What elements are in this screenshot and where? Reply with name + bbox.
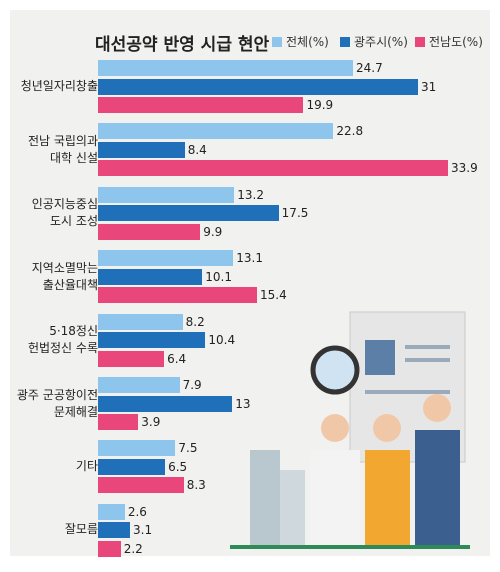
value-label: 2.6 — [127, 504, 147, 519]
bar — [98, 414, 139, 430]
value-label: 13.2 — [237, 187, 264, 202]
legend-label: 전남도(%) — [429, 35, 483, 49]
category-label: 광주 군공항이전 문제해결 — [16, 387, 98, 419]
bar — [98, 250, 234, 267]
bar — [98, 287, 257, 304]
person-body — [310, 450, 360, 545]
value-label: 13 — [235, 396, 251, 411]
bar — [98, 141, 185, 158]
value-label: 10.1 — [205, 269, 232, 284]
ground — [230, 545, 470, 549]
bar — [98, 458, 166, 475]
value-label: 10.4 — [208, 333, 236, 348]
bar — [98, 540, 121, 557]
value-label: 3.9 — [141, 415, 161, 429]
value-label: 9.9 — [203, 224, 223, 239]
category-label: 인공지능중심 도시 조성 — [31, 197, 98, 229]
building — [250, 450, 280, 545]
legend-label: 광주시(%) — [354, 35, 408, 49]
building — [280, 470, 305, 545]
legend-swatch — [272, 37, 282, 47]
person-body — [415, 430, 460, 545]
legend-label: 전체(%) — [286, 35, 329, 49]
bar — [98, 186, 235, 203]
bar — [98, 332, 206, 349]
value-label: 3.1 — [133, 523, 153, 538]
person-body — [365, 450, 410, 545]
value-label: 13.1 — [236, 251, 263, 266]
value-label: 6.4 — [167, 351, 187, 366]
value-label: 24.7 — [356, 61, 383, 75]
bar — [98, 522, 130, 539]
value-label: 22.8 — [336, 124, 364, 139]
doc-line — [405, 358, 450, 362]
category-label: 5·18정신 헌법정신 수록 — [27, 324, 98, 356]
value-label: 19.9 — [306, 98, 334, 112]
category-label: 잘모름 — [64, 522, 98, 537]
value-label: 17.5 — [281, 206, 309, 221]
bar — [98, 78, 419, 95]
value-label: 7.9 — [182, 378, 202, 392]
photo — [365, 340, 395, 375]
category-label: 지역소멸막는 출산율대책 — [31, 260, 98, 292]
legend-swatch — [340, 37, 350, 47]
category-label: 전남 국립의과 대학 신설 — [27, 133, 98, 165]
illustration — [230, 311, 470, 549]
value-label: 8.2 — [185, 314, 205, 329]
bar — [98, 313, 183, 330]
bar — [98, 60, 353, 76]
bar — [98, 477, 184, 494]
person-head — [321, 414, 349, 442]
value-label: 33.9 — [451, 161, 478, 176]
value-label: 7.5 — [178, 441, 198, 456]
bar — [98, 503, 125, 520]
doc-line — [365, 390, 450, 394]
legend-swatch — [415, 37, 425, 47]
magnifier — [310, 345, 360, 395]
value-label: 15.4 — [259, 288, 287, 303]
category-label: 청년일자리창출 — [20, 78, 98, 93]
chart-title: 대선공약 반영 시급 현안 — [95, 35, 270, 55]
bar — [98, 97, 304, 113]
value-label: 8.4 — [187, 142, 207, 157]
bar — [98, 440, 176, 457]
person-head — [373, 414, 401, 442]
bar — [98, 350, 165, 367]
category-label: 기타 — [75, 458, 98, 473]
value-label: 2.2 — [123, 541, 143, 556]
bar — [98, 205, 279, 222]
value-label: 8.3 — [186, 478, 206, 493]
bar — [98, 268, 203, 285]
bar — [98, 223, 201, 240]
value-label: 6.5 — [168, 459, 188, 474]
doc-line — [405, 345, 450, 349]
bar — [98, 160, 448, 177]
value-label: 31 — [421, 79, 437, 94]
person-head — [423, 394, 451, 422]
bar — [98, 377, 180, 393]
bar — [98, 123, 334, 140]
bar — [98, 395, 233, 412]
